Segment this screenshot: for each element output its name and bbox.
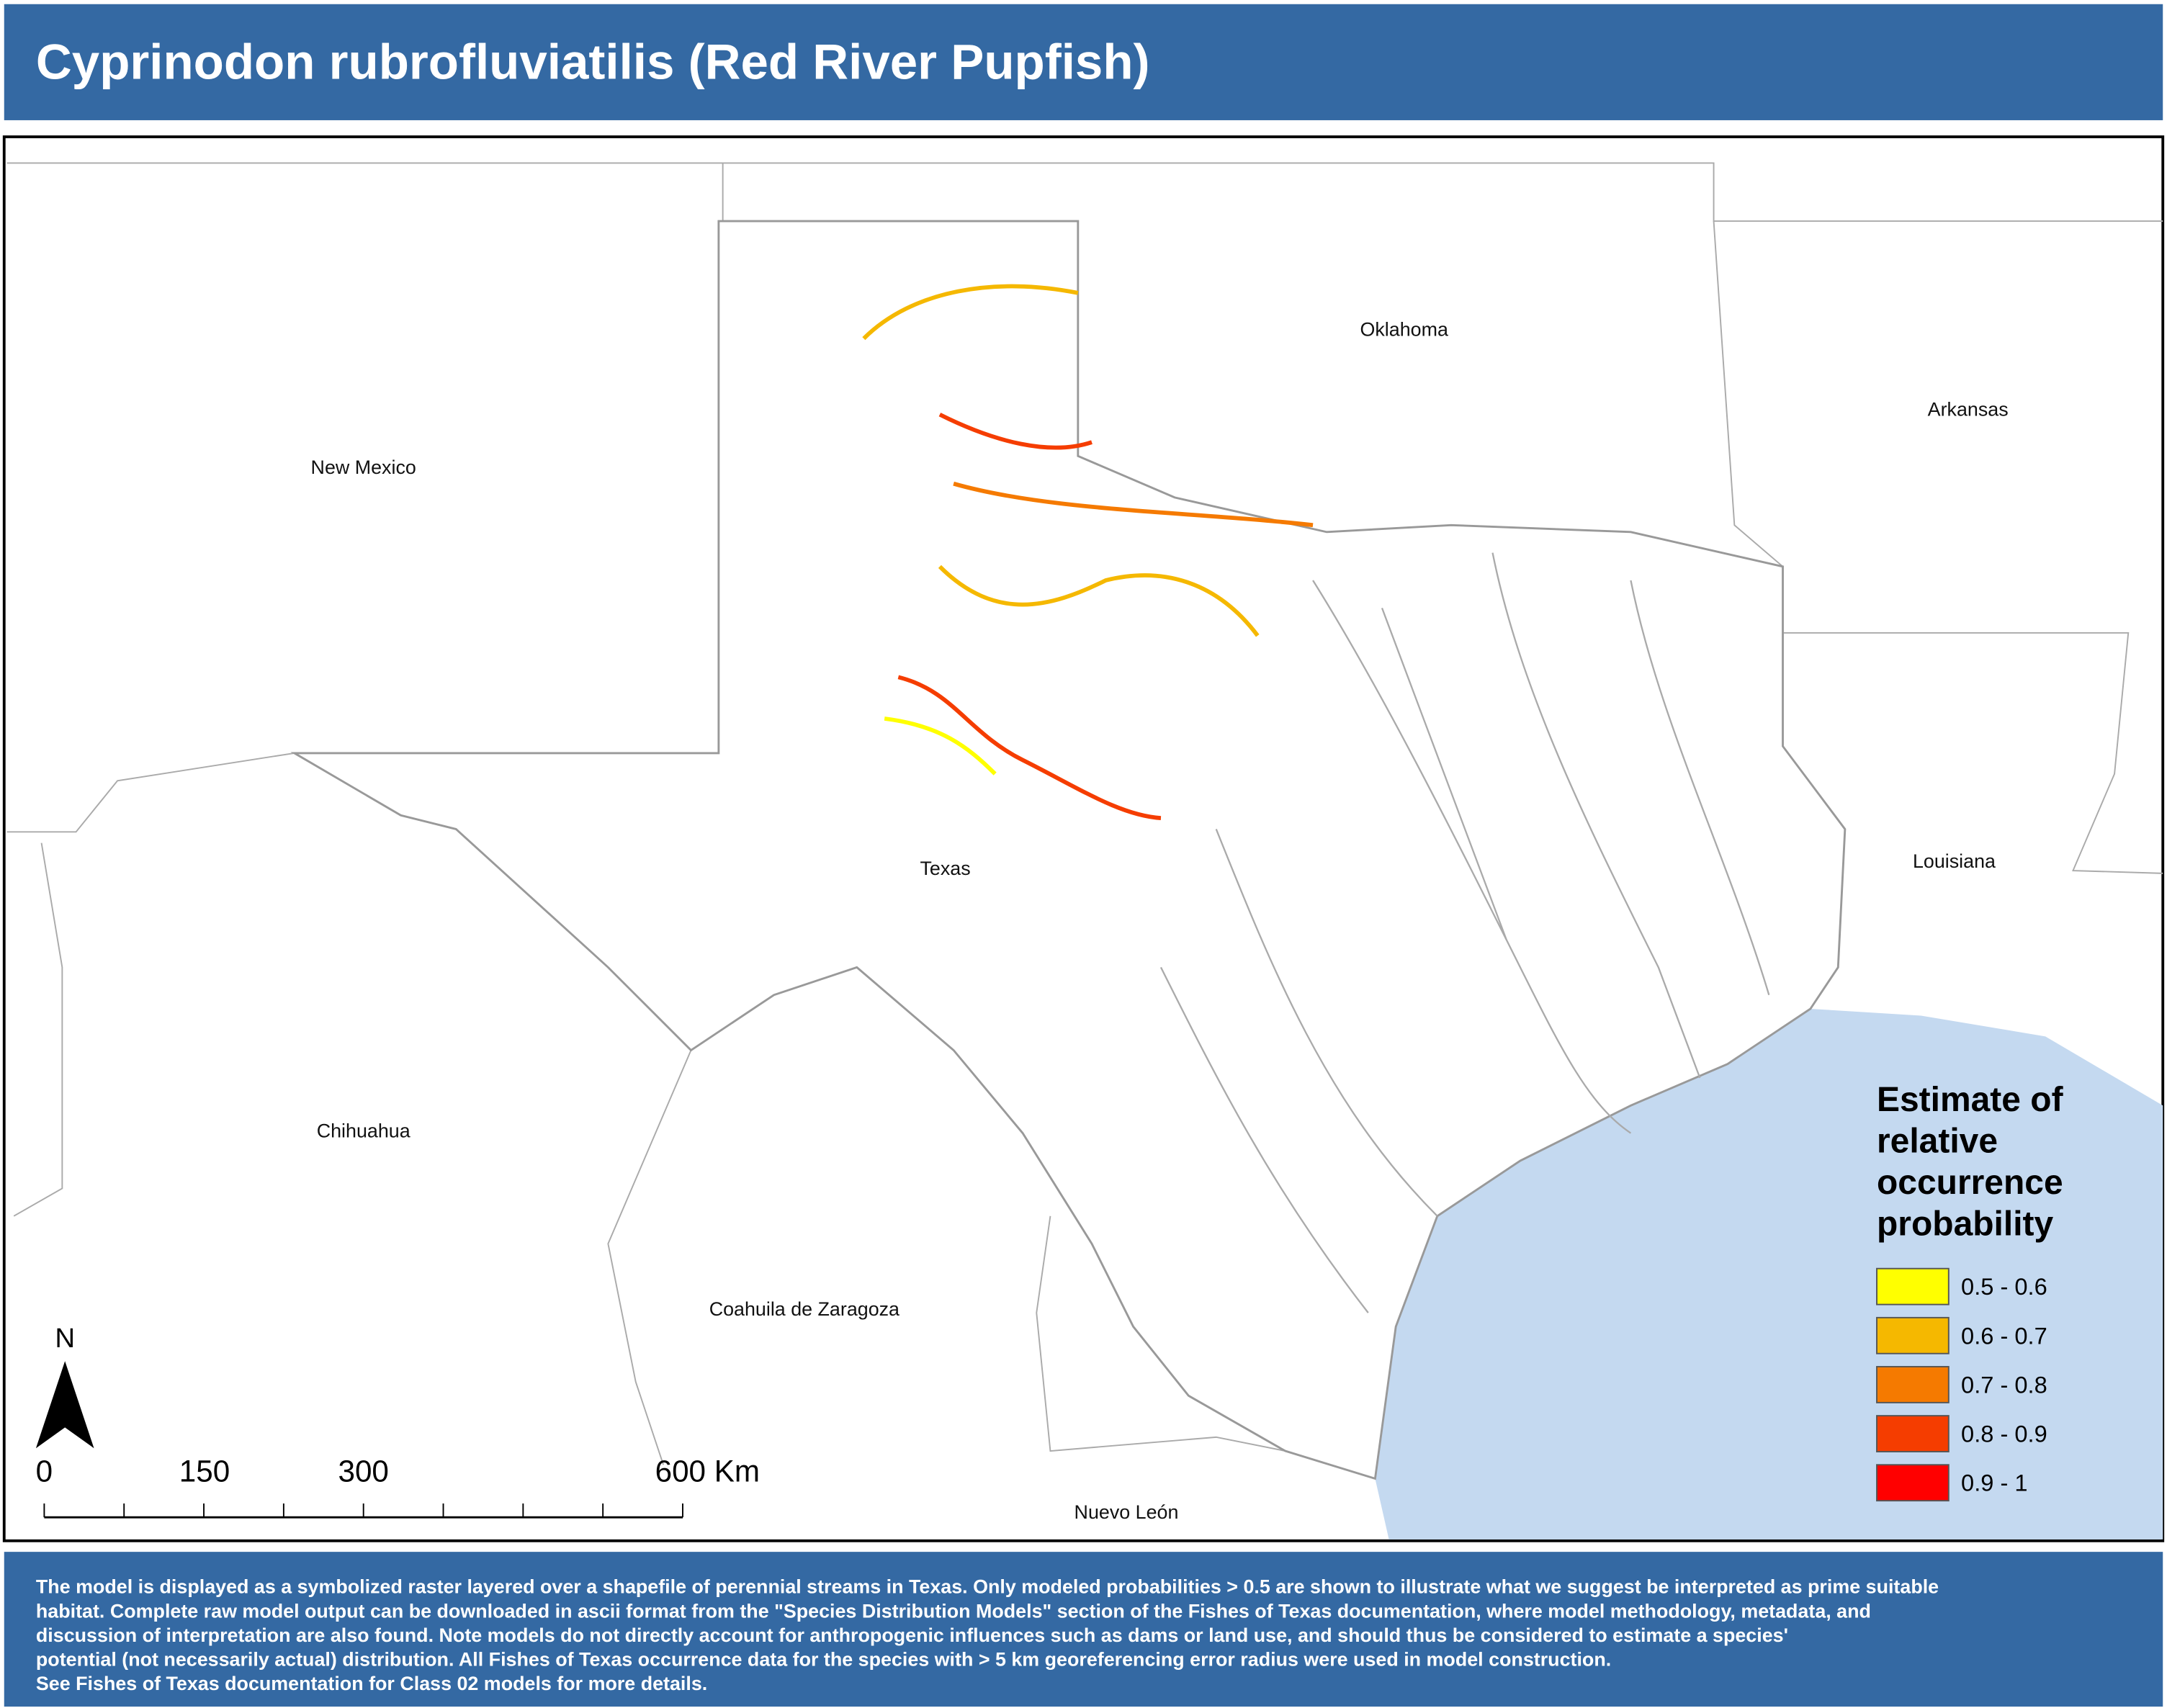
habitat xyxy=(938,565,1260,637)
river xyxy=(1312,580,1632,1134)
place-label: New Mexico xyxy=(311,457,416,478)
legend-title: Estimate of xyxy=(1877,1081,2064,1119)
legend-swatch xyxy=(1876,1316,1950,1354)
habitat xyxy=(862,284,1079,341)
legend-title: occurrence xyxy=(1877,1164,2063,1202)
boundary xyxy=(607,1050,692,1465)
boundary xyxy=(1713,220,1784,567)
texas xyxy=(290,220,1847,1480)
footer-bar xyxy=(4,1552,2163,1707)
boundary xyxy=(722,162,2163,223)
place-label: Texas xyxy=(920,858,971,879)
footer-text: potential (not necessarily actual) distr… xyxy=(36,1648,1611,1670)
place-label: Oklahoma xyxy=(1360,318,1448,340)
legend-label: 0.5 - 0.6 xyxy=(1961,1273,2047,1300)
north-label: N xyxy=(55,1323,75,1354)
legend-swatch xyxy=(1876,1267,1950,1305)
boundary xyxy=(13,842,63,1217)
place-label: Chihuahua xyxy=(317,1120,410,1141)
scale-label: 600 Km xyxy=(655,1454,760,1488)
scale-label: 300 xyxy=(338,1454,388,1488)
habitat xyxy=(897,675,1162,820)
legend-title: probability xyxy=(1877,1205,2054,1244)
place-label: Nuevo León xyxy=(1074,1501,1179,1523)
scale-label: 0 xyxy=(36,1454,53,1488)
river xyxy=(1159,966,1369,1313)
legend-label: 0.7 - 0.8 xyxy=(1961,1371,2047,1398)
river xyxy=(1491,552,1701,1079)
boundary xyxy=(6,752,295,833)
place-label: Louisiana xyxy=(1913,850,1996,872)
footer-text: discussion of interpretation are also fo… xyxy=(36,1624,1788,1646)
header-bar xyxy=(4,4,2163,120)
legend-title: relative xyxy=(1877,1123,1998,1161)
habitat xyxy=(953,481,1314,528)
river xyxy=(1381,607,1507,940)
legend-label: 0.9 - 1 xyxy=(1961,1470,2027,1496)
footer-text: The model is displayed as a symbolized r… xyxy=(36,1576,1939,1598)
river xyxy=(1630,580,1770,996)
legend-swatch xyxy=(1876,1464,1950,1502)
place-label: Arkansas xyxy=(1928,399,2009,421)
scale-label: 150 xyxy=(179,1454,230,1488)
footer-text: habitat. Complete raw model output can b… xyxy=(36,1600,1871,1622)
legend-swatch xyxy=(1876,1366,1950,1403)
boundary xyxy=(1782,631,2163,874)
legend-swatch xyxy=(1876,1415,1950,1452)
legend-label: 0.8 - 0.9 xyxy=(1961,1421,2047,1447)
river xyxy=(1215,829,1438,1217)
legend-label: 0.6 - 0.7 xyxy=(1961,1322,2047,1349)
boundary xyxy=(1036,1215,1286,1452)
gulf xyxy=(1375,1008,2163,1540)
footer-text: See Fishes of Texas documentation for Cl… xyxy=(36,1673,707,1694)
habitat xyxy=(884,716,997,776)
habitat xyxy=(938,413,1093,450)
map xyxy=(6,162,2163,1540)
title: Cyprinodon rubrofluviatilis (Red River P… xyxy=(36,33,1150,89)
place-label: Coahuila de Zaragoza xyxy=(709,1298,899,1320)
north-arrow xyxy=(35,1361,94,1449)
